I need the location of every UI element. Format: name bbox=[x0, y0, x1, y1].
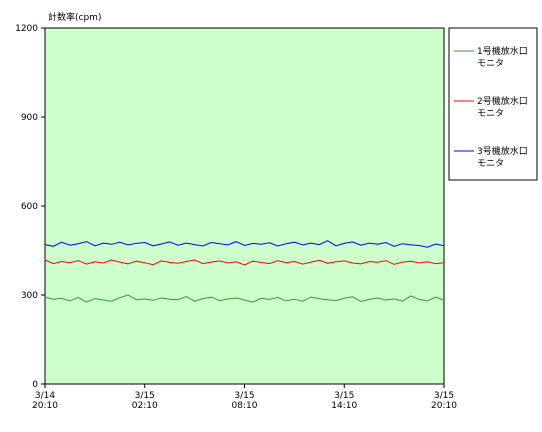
x-axis: 3/1420:103/1502:103/1508:103/1514:103/15… bbox=[32, 384, 457, 411]
x-tick-label-time: 02:10 bbox=[132, 401, 158, 411]
y-axis: 0 300 600 900 1200 bbox=[15, 24, 45, 390]
series-lines bbox=[44, 240, 445, 303]
legend-label-2: 2号機放水口 bbox=[477, 95, 528, 107]
series-line-1 bbox=[44, 294, 445, 303]
x-tick-label-date: 3/14 bbox=[35, 391, 55, 401]
y-tick-label: 0 bbox=[32, 380, 38, 390]
x-tick-label-date: 3/15 bbox=[135, 391, 155, 401]
x-tick-label-date: 3/15 bbox=[434, 391, 454, 401]
x-tick-label-time: 20:10 bbox=[431, 401, 457, 411]
series-line-3 bbox=[44, 240, 445, 248]
series-line-2 bbox=[44, 259, 445, 266]
x-tick-label-time: 08:10 bbox=[232, 401, 258, 411]
y-tick-label: 1200 bbox=[15, 24, 38, 34]
legend-label-2-line2: モニタ bbox=[477, 108, 504, 119]
y-tick-label: 300 bbox=[21, 291, 38, 301]
x-tick-label-time: 20:10 bbox=[32, 401, 58, 411]
x-tick-label-time: 14:10 bbox=[331, 401, 357, 411]
plot-area bbox=[44, 27, 445, 385]
x-tick-label-date: 3/15 bbox=[234, 391, 254, 401]
legend-box bbox=[448, 27, 538, 181]
legend-label-1-line2: モニタ bbox=[477, 58, 504, 69]
x-tick-label-date: 3/15 bbox=[334, 391, 354, 401]
y-axis-label: 計数率(cpm) bbox=[48, 11, 101, 23]
legend-label-3: 3号機放水口 bbox=[477, 145, 528, 157]
legend-label-3-line2: モニタ bbox=[477, 158, 504, 169]
y-tick-label: 600 bbox=[21, 202, 38, 212]
y-tick-label: 900 bbox=[21, 113, 38, 123]
legend-label-1: 1号機放水口 bbox=[477, 45, 528, 57]
